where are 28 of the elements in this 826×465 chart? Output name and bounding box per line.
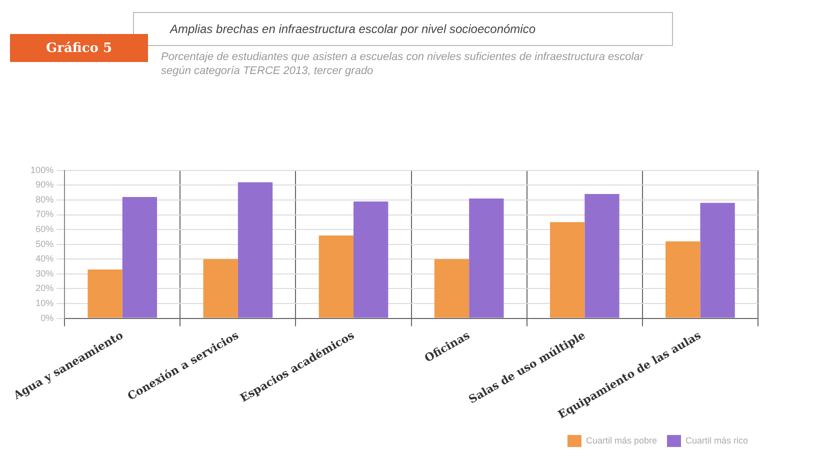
y-tick-label: 20% — [36, 283, 54, 294]
bar — [666, 241, 700, 318]
bar — [203, 259, 238, 318]
bar — [700, 202, 735, 318]
bar — [469, 198, 504, 318]
legend-label: Cuartil más rico — [685, 435, 748, 446]
bar — [122, 197, 158, 318]
bar — [434, 259, 470, 318]
y-tick-label: 90% — [36, 180, 54, 190]
y-tick-label: 80% — [36, 194, 54, 204]
legend-label: Cuartil más pobre — [586, 435, 657, 446]
bar — [88, 269, 122, 318]
text: Gráfico 5 — [10, 34, 148, 62]
y-tick-label: 50% — [36, 238, 54, 249]
chart-subtitle: Porcentaje de estudiantes que asisten a escuelas con niveles suficientes de infraestructura escolar según categoría TERCE 2013, tercer grado — [161, 50, 645, 78]
y-tick-label: 100% — [30, 164, 54, 175]
y-tick-label: 40% — [36, 254, 54, 264]
chart-title: Amplias brechas en infraestructura escolar por nivel socioeconómico — [170, 22, 536, 36]
y-tick-label: 10% — [36, 298, 54, 308]
bar — [584, 194, 620, 318]
bar — [238, 182, 273, 318]
y-tick-label: 0% — [40, 312, 54, 323]
y-tick-label: 60% — [36, 224, 54, 234]
y-tick-label: 70% — [36, 209, 54, 220]
bar — [354, 201, 388, 318]
bar — [550, 222, 585, 318]
y-tick-label: 30% — [36, 268, 54, 278]
bar — [318, 235, 354, 318]
